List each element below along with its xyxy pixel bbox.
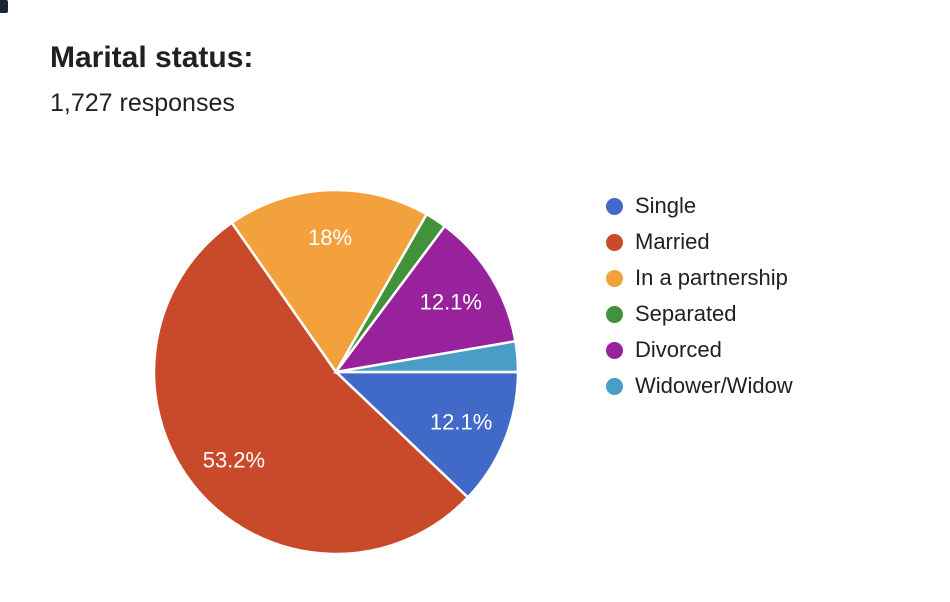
pie-slice-divorced[interactable] (333, 224, 517, 374)
legend-label: Divorced (635, 337, 722, 362)
pie-slice-in-a-partnership[interactable] (230, 188, 429, 375)
chart-legend: Single Married In a partnership Separated Di… (606, 188, 793, 404)
pie-chart: 12.1% 53.2% 18% 12.1% (152, 188, 520, 556)
legend-swatch-icon (606, 341, 623, 359)
pie-slice-label-married: 53.2% (203, 448, 265, 473)
legend-item-divorced: Divorced (606, 332, 793, 368)
pie-slice-label-single: 12.1% (430, 410, 492, 435)
legend-label: Married (635, 229, 710, 254)
legend-swatch-icon (606, 233, 623, 251)
legend-item-in-a-partnership: In a partnership (606, 260, 793, 296)
legend-item-widower-widow: Widower/Widow (606, 368, 793, 404)
legend-item-separated: Separated (606, 296, 793, 332)
legend-swatch-icon (606, 377, 623, 395)
question-title: Marital status: (50, 41, 254, 74)
legend-item-single: Single (606, 188, 793, 224)
legend-label: Single (635, 193, 697, 218)
legend-swatch-icon (606, 197, 623, 215)
pie-slice-widower-widow[interactable] (335, 339, 520, 374)
legend-swatch-icon (606, 305, 623, 323)
pie-slice-married[interactable] (152, 221, 470, 556)
clipped-ui-fragment (0, 0, 8, 13)
responses-count: 1,727 responses (50, 89, 235, 117)
pie-slice-single[interactable] (332, 370, 520, 500)
legend-label: Widower/Widow (635, 373, 793, 398)
legend-swatch-icon (606, 269, 623, 287)
pie-slice-label-in-a-partnership: 18% (308, 225, 352, 250)
pie-slice-label-divorced: 12.1% (420, 289, 482, 314)
legend-item-married: Married (606, 224, 793, 260)
legend-label: In a partnership (635, 265, 788, 290)
legend-label: Separated (635, 301, 737, 326)
